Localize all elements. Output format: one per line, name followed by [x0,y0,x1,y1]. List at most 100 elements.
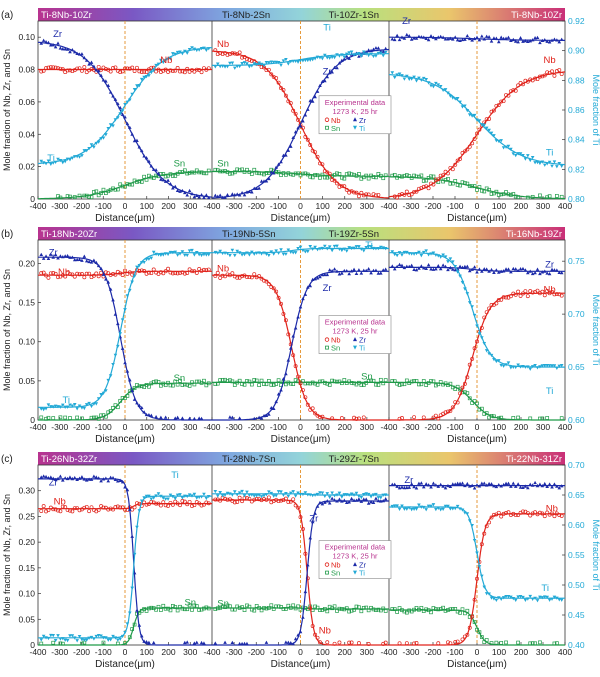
zr-data-point [480,269,484,273]
alloy-label: Ti-29Zr-7Sn [329,454,379,465]
sn-data-point [322,380,327,385]
zr-data-point [92,474,96,478]
ti-data-point [199,253,204,258]
sn-data-point [463,181,467,185]
nb-data-point [77,66,82,71]
zr-data-point [390,37,395,41]
y-tick-label: 0 [30,640,35,650]
ti-data-point [448,94,453,98]
ti-data-point [530,155,535,160]
sn-data-point [242,382,247,387]
alloy-label: Ti-8Nb-10Zr [511,10,562,21]
sn-data-point [453,179,458,183]
nb-data-point [106,507,111,512]
nb-data-point [327,171,332,176]
zr-data-point [51,43,56,47]
x-axis-label: Distance(μm) [271,434,331,445]
nb-data-point [475,576,479,581]
zr-data-point [96,69,101,73]
zr-data-point [434,267,438,271]
sn-data-point [99,191,103,195]
zr-data-point [288,640,293,645]
nb-data-point [303,551,308,556]
sn-data-point [455,384,460,389]
x-tick-label: -200 [424,647,441,657]
ti-data-point [330,491,334,495]
nb-data-point [559,72,564,76]
ti-data-point [501,146,506,150]
zr-data-point [533,36,537,40]
sn-data-point [159,383,163,388]
zr-data-point [56,256,60,260]
zr-data-point [453,35,458,39]
sn-data-point [460,607,465,612]
ti-data-point [392,252,397,257]
zr-data-point [252,186,257,190]
ti-data-point [125,622,130,626]
zr-data-point [496,270,501,274]
ti-data-point [484,349,489,353]
nb-data-point [56,508,60,513]
zr-data-point [271,171,276,175]
zr-data-point [557,40,562,44]
ti-data-point [482,342,487,346]
ti-data-point [352,246,356,250]
nb-data-point [151,267,156,272]
ti-data-point [366,492,371,497]
ti-data-point [550,364,554,368]
sn-data-point [215,381,220,386]
nb-data-point [300,125,305,130]
sn-data-point [470,184,475,189]
x-tick-label: -300 [226,422,243,432]
sn-data-point [475,187,479,192]
sn-data-point [419,173,424,178]
ti-data-point [538,161,542,166]
sn-data-point [484,638,489,642]
sn-data-point [381,381,386,386]
nb-data-point [339,416,344,421]
nb-data-point [283,496,288,501]
sn-data-point [182,168,187,173]
ti-data-point [436,254,441,258]
ti-data-point [467,113,472,117]
ti-data-point [511,597,516,601]
sn-data-point [347,171,352,176]
sn-data-point [199,607,204,612]
sn-data-point [340,175,344,180]
zr-data-point [342,268,347,273]
sn-data-point [332,379,337,384]
legend-nb-marker [324,337,330,342]
nb-data-point [199,268,204,273]
sn-data-point [371,607,376,612]
ti-data-point [342,493,347,497]
y2-tick-label: 0.50 [568,580,585,590]
nb-data-point [266,67,271,72]
series-label-zr: Zr [323,66,332,77]
sn-data-point [489,414,494,418]
nb-data-point [395,195,400,200]
nb-data-point [111,507,115,512]
ti-data-point [84,149,89,153]
zr-data-point [298,629,303,634]
zr-data-point [383,46,388,51]
sn-data-point [252,167,257,172]
zr-data-point [451,482,455,486]
zr-data-point [230,640,235,644]
ti-data-point [332,494,337,498]
ti-data-point [293,494,298,498]
sn-data-point [104,414,108,419]
ti-data-point [412,75,416,79]
zr-data-point [347,500,351,504]
sn-data-point [513,194,518,199]
nb-data-point [187,499,192,504]
zr-data-point [151,640,156,645]
zr-data-point [511,266,516,271]
x-tick-label: 100 [492,647,506,657]
zr-data-point [108,90,113,94]
ti-data-point [379,51,383,55]
ti-data-point [359,495,364,500]
ti-data-point [296,246,300,251]
sn-data-point [494,640,499,645]
x-tick-label: -100 [446,647,463,657]
